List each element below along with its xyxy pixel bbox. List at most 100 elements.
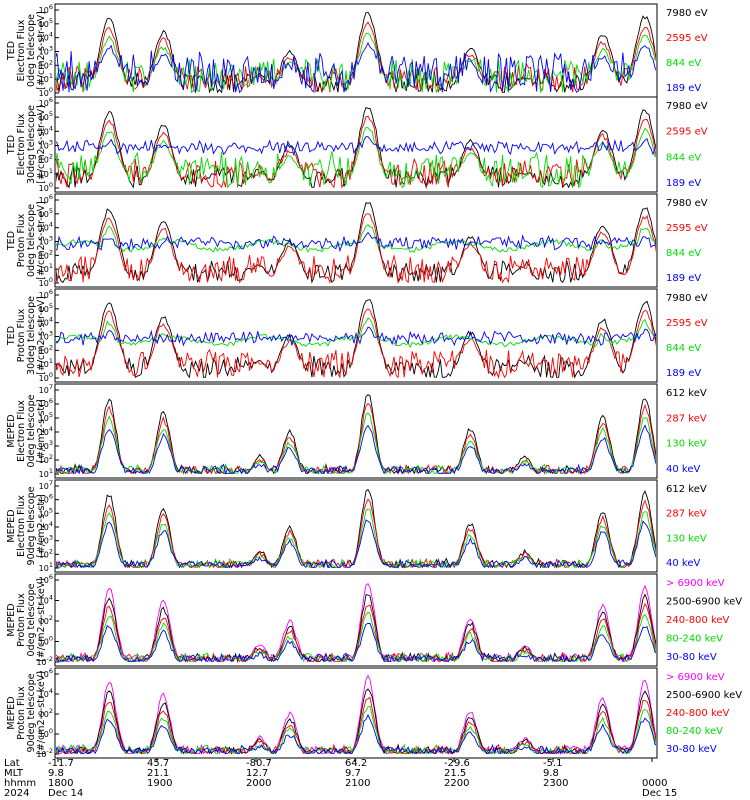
y-axis-label-line: [#/cm2-s-str-eV]	[36, 105, 47, 184]
legend-entry: 7980 eV	[666, 293, 708, 304]
y-axis-label-line: MEPED	[6, 603, 17, 636]
footer-lat-value: 45.7	[147, 758, 169, 769]
legend-entry: 2595 eV	[666, 223, 708, 234]
series-line-1	[56, 299, 656, 379]
footer-mlt-value: 12.7	[246, 768, 268, 779]
series-line-5	[56, 622, 656, 663]
legend-entry: 80-240 keV	[666, 634, 723, 645]
legend-entry: 130 keV	[666, 439, 707, 450]
series-traces	[56, 106, 656, 189]
legend-entry: > 6900 keV	[666, 578, 725, 589]
footer-date-value: Dec 14	[48, 788, 83, 799]
legend-entry: 2595 eV	[666, 127, 708, 138]
series-line-4	[56, 424, 656, 475]
y-axis-label-line: Electron Flux	[16, 495, 27, 557]
footer-lat-value: -29.6	[444, 758, 470, 769]
legend-entry: 7980 eV	[666, 198, 708, 209]
legend-entry: 844 eV	[666, 343, 701, 354]
y-axis-label-line: TED	[6, 41, 17, 61]
series-line-3	[56, 127, 656, 189]
y-axis-label-line: 0deg telescope	[26, 394, 37, 467]
y-axis-label-line: Electron Flux	[16, 400, 27, 462]
legend-entry: > 6900 keV	[666, 672, 725, 683]
legend-entry: 844 eV	[666, 248, 701, 259]
legend-entry: 80-240 keV	[666, 726, 723, 737]
legend-entry: 189 eV	[666, 273, 701, 284]
plot-frame	[54, 96, 658, 193]
y-axis-label-line: 30deg telescope	[26, 296, 37, 375]
footer-hhmm-value: 2100	[345, 778, 370, 789]
footer-hhmm-value: 1800	[48, 778, 73, 789]
legend-entry: 240-800 keV	[666, 615, 730, 626]
footer-lat-value: 64.2	[345, 758, 367, 769]
series-traces	[56, 583, 656, 663]
y-tick-label: 101	[39, 561, 53, 573]
footer-row-label: Lat	[4, 758, 20, 769]
series-line-2	[56, 402, 656, 476]
y-axis-label-line: Proton Flux	[16, 308, 27, 362]
legend-entry: 40 keV	[666, 558, 700, 569]
legend-entry: 2595 eV	[666, 318, 708, 329]
y-axis-label-line: TED	[6, 135, 17, 155]
footer-hhmm-value: 2300	[543, 778, 568, 789]
series-line-4	[56, 231, 656, 253]
series-traces	[56, 394, 656, 476]
y-axis-label-line: Proton Flux	[16, 686, 27, 740]
y-axis-label-line: TED	[6, 326, 17, 346]
footer-mlt-value: 9.8	[48, 768, 64, 779]
y-axis-label-line: [#/cm2-s-str-keV]	[36, 578, 47, 662]
legend-entry: 287 keV	[666, 509, 707, 520]
legend-entry: 612 keV	[666, 484, 707, 495]
series-traces	[56, 299, 656, 379]
y-tick-label: 107	[39, 479, 53, 491]
y-axis-label-line: [#/cm2-s-str-keV]	[36, 671, 47, 755]
footer-lat-value: -11.7	[48, 758, 74, 769]
series-line-3	[56, 602, 656, 663]
y-axis-label-line: 90deg telescope	[26, 486, 37, 565]
y-axis-label-line: 0deg telescope	[26, 583, 37, 656]
series-traces	[56, 11, 656, 94]
y-axis-label-line: 0deg telescope	[26, 14, 37, 87]
y-axis-label-line: MEPED	[6, 509, 17, 542]
y-axis-label-line: 30deg telescope	[26, 105, 37, 184]
y-axis-label-line: [#/cm2-s-str-eV]	[36, 11, 47, 90]
legend-entry: 189 eV	[666, 83, 701, 94]
series-line-2	[56, 593, 656, 663]
legend-entry: 7980 eV	[666, 8, 708, 19]
legend-entry: 7980 eV	[666, 101, 708, 112]
legend-entry: 30-80 keV	[666, 744, 717, 755]
legend-entry: 844 eV	[666, 58, 701, 69]
legend-entry: 2500-6900 keV	[666, 690, 742, 701]
footer-row-label: MLT	[4, 768, 24, 779]
y-axis-label-line: Proton Flux	[16, 593, 27, 647]
footer-row-label: hhmm	[4, 778, 36, 789]
series-line-1	[56, 106, 656, 189]
footer-mlt-value: 21.1	[147, 768, 169, 779]
footer-date-value: Dec 15	[642, 788, 677, 799]
footer-mlt-value: 9.8	[543, 768, 559, 779]
series-line-1	[56, 674, 656, 756]
series-line-2	[56, 308, 656, 379]
series-line-4	[56, 41, 656, 94]
legend-entry: 240-800 keV	[666, 708, 730, 719]
series-line-4	[56, 326, 656, 347]
footer-row-label: 2024	[4, 788, 29, 799]
legend-entry: 287 keV	[666, 413, 707, 424]
y-axis-label-line: [#/cm2-s-str-eV]	[36, 296, 47, 375]
legend-entry: 40 keV	[666, 464, 700, 475]
y-axis-label-line: TED	[6, 231, 17, 251]
y-tick-label: 107	[39, 383, 53, 395]
series-line-3	[56, 32, 656, 94]
footer-mlt-value: 21.5	[444, 768, 466, 779]
series-line-4	[56, 519, 656, 569]
y-axis-label-line: [#/cm2-s-str-eV]	[36, 201, 47, 280]
y-axis-label-line: MEPED	[6, 696, 17, 729]
